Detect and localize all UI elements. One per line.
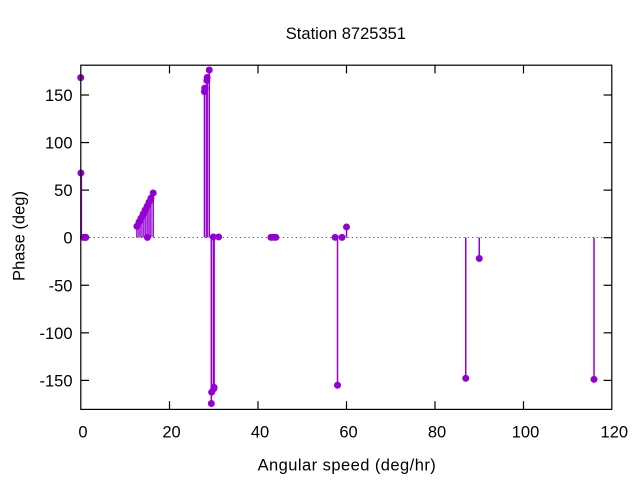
svg-text:40: 40	[251, 423, 269, 441]
svg-text:50: 50	[54, 182, 72, 200]
svg-text:0: 0	[63, 230, 72, 248]
svg-text:60: 60	[339, 423, 357, 441]
svg-text:0: 0	[78, 423, 87, 441]
svg-text:150: 150	[45, 87, 73, 105]
svg-text:100: 100	[45, 135, 73, 153]
svg-text:-100: -100	[39, 325, 72, 343]
svg-text:Angular speed (deg/hr): Angular speed (deg/hr)	[258, 457, 437, 475]
svg-text:-50: -50	[49, 277, 73, 295]
svg-text:Station 8725351: Station 8725351	[286, 25, 406, 43]
svg-text:80: 80	[428, 423, 446, 441]
svg-text:Phase (deg): Phase (deg)	[11, 191, 29, 281]
svg-text:120: 120	[601, 423, 629, 441]
svg-text:-150: -150	[39, 372, 72, 390]
svg-text:20: 20	[162, 423, 180, 441]
svg-text:100: 100	[512, 423, 540, 441]
